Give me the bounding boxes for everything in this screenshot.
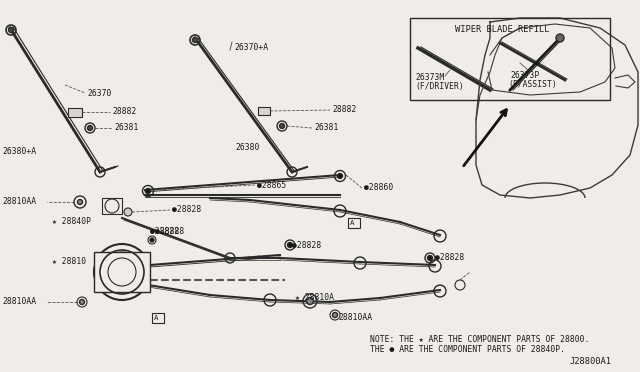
- Text: 26381: 26381: [114, 124, 138, 132]
- Text: J28800A1: J28800A1: [570, 357, 612, 366]
- Text: NOTE: THE ★ ARE THE COMPONENT PARTS OF 28800.: NOTE: THE ★ ARE THE COMPONENT PARTS OF 2…: [370, 336, 589, 344]
- Text: WIPER BLADE REFILL: WIPER BLADE REFILL: [455, 25, 550, 33]
- Text: ●28828: ●28828: [155, 228, 184, 237]
- Text: ●28828: ●28828: [172, 205, 201, 215]
- Bar: [68, 108, 82, 117]
- Text: ★ 28810A: ★ 28810A: [295, 294, 334, 302]
- Text: ●28828: ●28828: [435, 253, 464, 263]
- Text: 28882: 28882: [112, 108, 136, 116]
- Text: 26370: 26370: [87, 89, 111, 97]
- Text: 28810AA: 28810AA: [2, 198, 36, 206]
- Text: THE ● ARE THE COMPONENT PARTS OF 28840P.: THE ● ARE THE COMPONENT PARTS OF 28840P.: [370, 346, 565, 355]
- Bar: [410, 18, 610, 100]
- Text: ★ 28810: ★ 28810: [52, 257, 86, 266]
- Text: ●28828: ●28828: [292, 241, 321, 250]
- Circle shape: [8, 28, 13, 32]
- Text: (F/DRIVER): (F/DRIVER): [415, 81, 464, 90]
- Text: (F/ASSIST): (F/ASSIST): [508, 80, 557, 89]
- Text: 28810AA: 28810AA: [338, 314, 372, 323]
- Bar: [152, 313, 164, 323]
- Text: 26373M: 26373M: [415, 74, 444, 83]
- Circle shape: [556, 34, 564, 42]
- Bar: [102, 198, 122, 214]
- Circle shape: [337, 173, 342, 179]
- Circle shape: [124, 208, 132, 216]
- Bar: [94, 252, 150, 292]
- Text: 26380: 26380: [235, 144, 259, 153]
- Circle shape: [145, 189, 150, 193]
- Text: ●28865: ●28865: [257, 180, 286, 189]
- Circle shape: [79, 299, 84, 305]
- Text: ★ 28840P: ★ 28840P: [52, 218, 91, 227]
- Text: 26381: 26381: [314, 124, 339, 132]
- Circle shape: [88, 125, 93, 131]
- Text: 26373P: 26373P: [510, 71, 540, 80]
- Text: 28810AA: 28810AA: [2, 298, 36, 307]
- Bar: [258, 107, 270, 115]
- Circle shape: [287, 243, 292, 247]
- Circle shape: [428, 256, 433, 260]
- Circle shape: [77, 199, 83, 205]
- Text: A: A: [350, 220, 355, 226]
- Text: ●28828: ●28828: [150, 228, 179, 237]
- Text: 26380+A: 26380+A: [2, 148, 36, 157]
- Circle shape: [333, 312, 337, 317]
- Circle shape: [193, 38, 198, 42]
- Circle shape: [280, 124, 285, 128]
- Text: 26370+A: 26370+A: [234, 42, 268, 51]
- Circle shape: [307, 298, 314, 305]
- Text: A: A: [154, 315, 159, 321]
- Text: ●28860: ●28860: [364, 183, 393, 192]
- Circle shape: [150, 238, 154, 242]
- Bar: [348, 218, 360, 228]
- Text: 28882: 28882: [332, 106, 356, 115]
